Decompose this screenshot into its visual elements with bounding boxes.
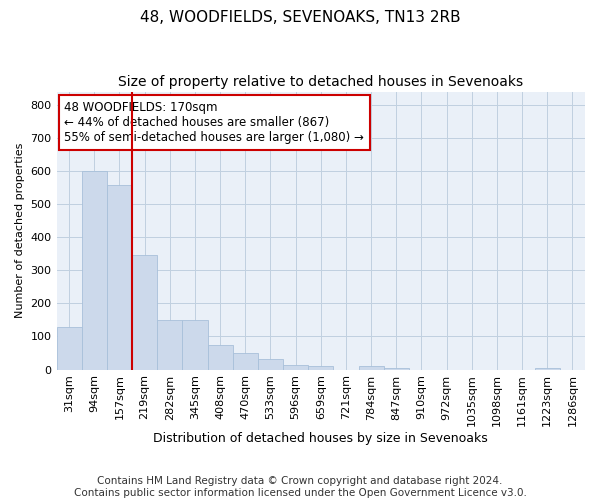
Bar: [535, 368, 560, 370]
Bar: [132, 254, 157, 370]
Text: 48 WOODFIELDS: 170sqm
← 44% of detached houses are smaller (867)
55% of semi-det: 48 WOODFIELDS: 170sqm ← 44% of detached …: [64, 102, 364, 144]
Bar: [308, 366, 334, 370]
X-axis label: Distribution of detached houses by size in Sevenoaks: Distribution of detached houses by size …: [154, 432, 488, 445]
Bar: [56, 327, 82, 370]
Bar: [233, 353, 258, 370]
Title: Size of property relative to detached houses in Sevenoaks: Size of property relative to detached ho…: [118, 75, 523, 89]
Bar: [182, 320, 208, 370]
Bar: [383, 368, 409, 370]
Bar: [157, 320, 182, 370]
Bar: [258, 358, 283, 370]
Bar: [82, 171, 107, 370]
Bar: [283, 365, 308, 370]
Text: 48, WOODFIELDS, SEVENOAKS, TN13 2RB: 48, WOODFIELDS, SEVENOAKS, TN13 2RB: [140, 10, 460, 25]
Bar: [208, 345, 233, 370]
Bar: [107, 185, 132, 370]
Bar: [359, 366, 383, 370]
Text: Contains HM Land Registry data © Crown copyright and database right 2024.
Contai: Contains HM Land Registry data © Crown c…: [74, 476, 526, 498]
Y-axis label: Number of detached properties: Number of detached properties: [15, 143, 25, 318]
